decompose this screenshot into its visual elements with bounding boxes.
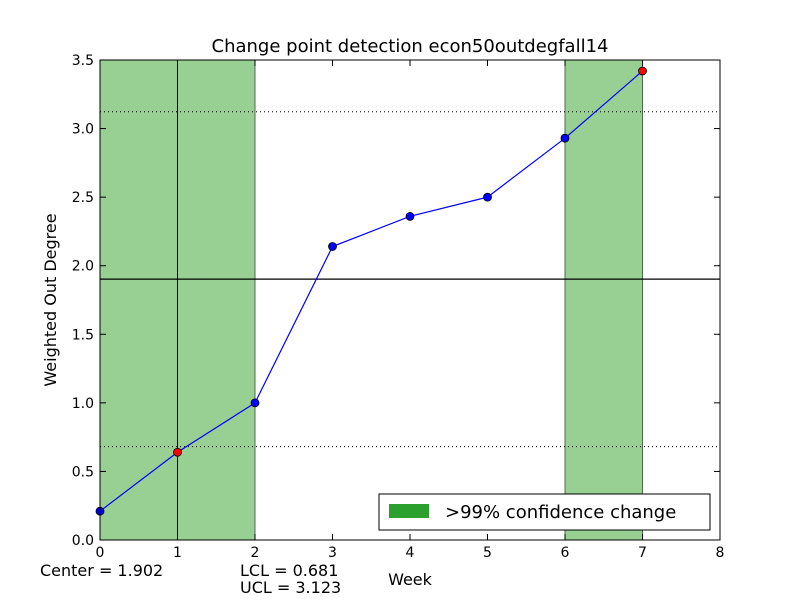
chart-title: Change point detection econ50outdegfall1… <box>212 36 609 57</box>
y-axis-label: Weighted Out Degree <box>41 213 60 386</box>
x-tick-label: 1 <box>173 545 182 561</box>
x-tick-label: 3 <box>328 545 337 561</box>
y-tick-label: 2.5 <box>72 190 94 206</box>
series-line <box>99 70 643 512</box>
y-tick-label: 2.0 <box>72 259 94 275</box>
legend: >99% confidence change <box>378 493 711 531</box>
confidence-region <box>564 59 643 541</box>
x-tick-label: 6 <box>561 545 570 561</box>
lcl-value-note: LCL = 0.681 <box>240 561 339 580</box>
x-tick-label: 2 <box>251 545 260 561</box>
change-point-marker <box>173 447 182 457</box>
y-tick-label: 1.5 <box>72 327 94 343</box>
legend-box <box>378 493 711 531</box>
data-point <box>328 242 337 251</box>
x-axis-label: Week <box>388 570 433 589</box>
data-point <box>250 398 260 408</box>
center-value-note: Center = 1.902 <box>40 561 164 580</box>
x-tick-label: 0 <box>96 545 105 561</box>
y-tick-label: 0.5 <box>72 464 94 480</box>
y-tick-label: 3.5 <box>72 53 94 69</box>
x-tick-label: 5 <box>483 545 492 561</box>
x-tick-label: 4 <box>406 545 415 561</box>
x-tick-label: 8 <box>716 545 725 561</box>
y-tick-label: 3.0 <box>72 122 94 138</box>
legend-swatch <box>389 504 429 518</box>
data-point <box>560 133 570 143</box>
ucl-value-note: UCL = 3.123 <box>240 578 342 597</box>
legend-label: >99% confidence change <box>445 502 676 523</box>
change-point-marker <box>638 66 647 76</box>
x-tick-label: 7 <box>638 545 647 561</box>
y-tick-label: 1.0 <box>72 396 94 412</box>
data-point <box>405 211 415 221</box>
data-point <box>483 192 492 202</box>
y-tick-label: 0.0 <box>72 533 94 549</box>
